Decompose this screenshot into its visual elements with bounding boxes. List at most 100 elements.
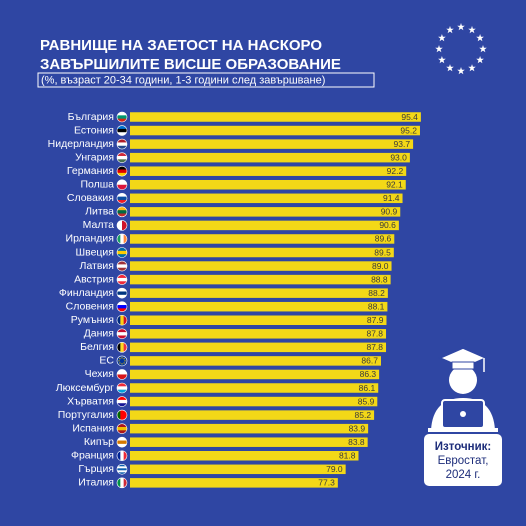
bar [130, 478, 338, 488]
flag-stripe [117, 308, 127, 312]
flag-stripe [117, 199, 127, 204]
value-label: 81.8 [339, 451, 356, 461]
value-label: 91.4 [383, 193, 400, 203]
graduate-icon [428, 347, 498, 432]
flag-stripe [117, 466, 127, 469]
flag-stripe [117, 294, 127, 299]
flag-stripe [117, 118, 127, 122]
bar [130, 356, 381, 366]
flag-stripe [117, 155, 127, 160]
value-label: 83.8 [348, 437, 365, 447]
star [438, 56, 446, 64]
flag-border [116, 328, 128, 340]
source-text: 2024 г. [446, 469, 481, 481]
flag-star [118, 360, 120, 362]
value-label: 95.2 [400, 125, 417, 135]
category-label: Естония [74, 124, 114, 136]
flag-stripe [117, 132, 127, 136]
bar [130, 207, 401, 217]
category-label: Словения [66, 300, 114, 312]
chart-title: ЗАВЪРШИЛИТЕ ВИСШЕ ОБРАЗОВАНИЕ [40, 56, 341, 73]
flag-stripe [117, 291, 127, 296]
category-label: Словакия [67, 192, 114, 204]
flag-stripe [117, 369, 127, 375]
flag-stripe [117, 193, 127, 197]
flag-star [119, 362, 121, 364]
category-label: Белгия [80, 341, 114, 353]
value-label: 79.0 [326, 464, 343, 474]
flag-stripe [117, 281, 127, 285]
flag-stripe [117, 396, 127, 401]
flag-stripe [117, 159, 127, 163]
source-box [424, 434, 502, 486]
flag [117, 355, 127, 366]
bar [130, 464, 346, 475]
flag-stripe [117, 440, 127, 445]
flag [117, 139, 127, 150]
flag-stripe [117, 142, 127, 147]
flag-star [119, 358, 121, 360]
flag-star [121, 363, 123, 365]
flag [117, 342, 127, 353]
flag-border [116, 423, 128, 434]
value-label: 85.9 [358, 396, 375, 406]
bar [130, 329, 387, 339]
value-label: 87.9 [367, 315, 384, 325]
category-label: Португалия [58, 409, 114, 421]
flag-stripe [117, 315, 121, 326]
flag-border [116, 409, 128, 421]
flag-stripe [117, 145, 127, 150]
flag-border [116, 396, 128, 407]
flag-border [116, 152, 128, 163]
flag-stripe [122, 220, 127, 231]
flag-stripe [117, 220, 123, 231]
flag [117, 450, 127, 461]
value-label: 89.5 [374, 247, 391, 257]
bar [130, 410, 375, 420]
flag-stripe [120, 450, 124, 461]
flag-border [116, 355, 128, 367]
star [435, 45, 443, 53]
flag-stripe [120, 477, 124, 488]
flag [117, 193, 127, 204]
bar [130, 112, 421, 122]
flag [117, 437, 127, 448]
flag-stripe [117, 328, 127, 333]
flag-border [116, 260, 128, 272]
flag-stripe [117, 383, 127, 387]
bar [130, 396, 378, 407]
flag [117, 261, 127, 272]
category-label: ЕС [99, 355, 114, 367]
flag [117, 383, 127, 393]
flag-stripe [117, 196, 127, 201]
flag-stripe [117, 213, 127, 217]
flag-stripe [117, 210, 127, 214]
flag [117, 166, 127, 177]
source-text: Евростат, [438, 455, 489, 467]
flag-stripe [117, 139, 127, 143]
bar [130, 274, 391, 285]
value-label: 93.0 [390, 152, 407, 162]
category-label: България [68, 111, 114, 123]
flag-stripe [117, 335, 127, 339]
flag-stripe [117, 169, 127, 174]
flag-stripe [117, 399, 127, 404]
value-label: 85.2 [355, 410, 372, 420]
bar [130, 383, 379, 393]
bar [130, 139, 414, 149]
category-label: Кипър [84, 436, 114, 448]
category-label: Унгария [75, 151, 114, 163]
flag-stripe [117, 386, 127, 390]
flag-stripe [123, 410, 127, 421]
chart-title: РАВНИЩЕ НА ЗАЕТОСТ НА НАСКОРО [40, 37, 322, 54]
flag [117, 477, 127, 488]
flag-stripe [117, 464, 127, 467]
category-label: Малта [83, 219, 115, 231]
flag-border [116, 274, 128, 285]
flag-stripe [117, 247, 127, 252]
flag-border [116, 436, 128, 448]
flag-stripe [117, 423, 127, 428]
flag-stripe [117, 267, 127, 272]
flag [117, 220, 127, 231]
flag-stripe [117, 254, 127, 258]
